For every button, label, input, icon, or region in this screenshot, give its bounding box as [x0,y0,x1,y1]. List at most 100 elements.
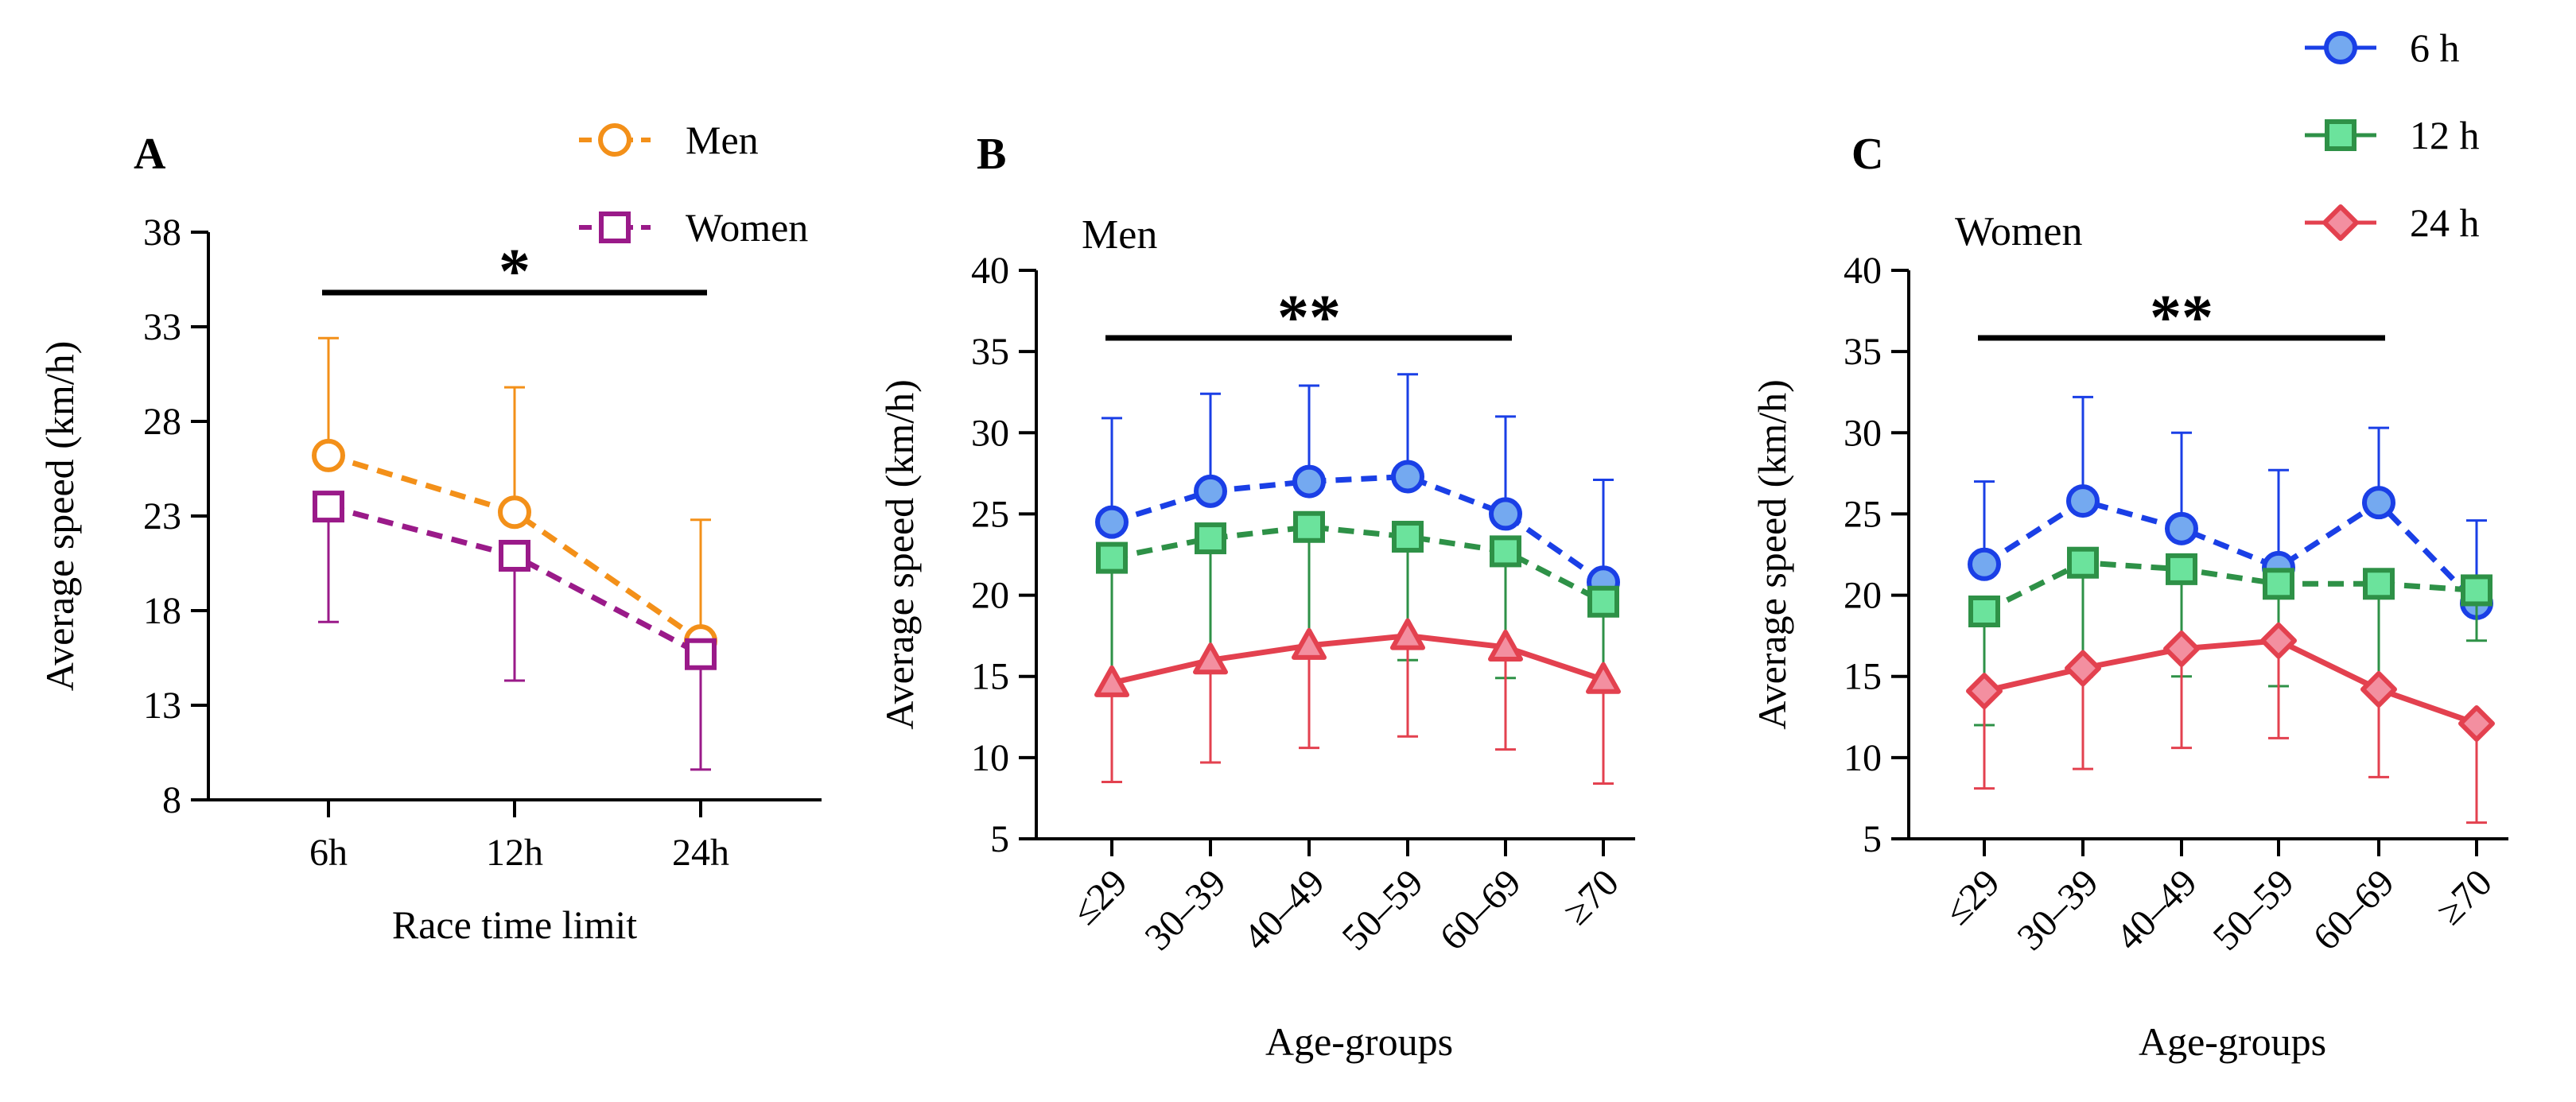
x-tick-label: ≤29 [1064,861,1136,933]
y-tick-label: 35 [971,331,1009,373]
x-tick-label: 24h [672,832,729,874]
x-tick-label: 60–69 [2305,861,2402,958]
data-point [1292,464,1326,499]
y-tick-label: 20 [971,575,1009,617]
legend-marker [2324,31,2357,64]
y-axis-title: Average speed (km/h) [877,379,922,730]
series-line [1983,498,2479,606]
legend-bc: 6 h 12 h 24 h [2305,25,2480,245]
data-point [499,539,530,572]
axes: 5 10 15 20 25 30 35 40 ≤29 30–39 40–49 50–59 60–69 ≥7… [971,250,1635,959]
x-axis-title: Age-groups [2139,1019,2326,1064]
legend-marker [2322,204,2359,241]
y-tick-label: 25 [1844,493,1882,535]
series-line [1983,638,2478,727]
data-point [1490,535,1521,568]
series-line [1111,524,1605,604]
panel-b: B Men 5 10 15 20 25 30 35 40 ≤29 30–39 40–49 50–59 60–… [877,130,1635,1064]
y-tick-label: 40 [1844,250,1882,292]
y-tick-label: 30 [971,412,1009,454]
y-tick-label: 15 [971,656,1009,698]
series-24-h [1966,622,2495,825]
panel-subtitle: Men [1082,212,1157,258]
y-tick-label: 30 [1844,412,1882,454]
data-point [2362,486,2395,520]
data-point [2260,622,2297,659]
legend-item-24-h: 24 h [2305,200,2480,245]
data-point [1094,665,1129,697]
series-12-h [1968,546,2492,727]
x-tick-label: 40–49 [1235,861,1332,958]
data-point [1390,618,1425,650]
legend-marker [599,211,631,243]
data-point [1966,673,2003,710]
y-tick-label: 25 [971,493,1009,535]
y-tick-label: 38 [143,211,181,254]
x-tick-label: 60–69 [1432,861,1529,958]
panel-c: C Women 5 10 15 20 25 30 35 40 ≤29 30–39 40–49 50–59 6… [1750,130,2508,1064]
x-tick-label: 30–39 [1136,861,1234,958]
series-line [1983,560,2477,615]
y-tick-label: 8 [162,779,181,821]
data-point [1391,460,1424,494]
x-tick-label: 50–59 [2205,861,2302,958]
data-point [2360,671,2397,708]
data-point [2065,650,2101,687]
legend-item-men: Men [579,118,759,162]
x-tick-label: ≥70 [2429,861,2500,933]
data-point [2066,484,2100,518]
data-point [2461,574,2492,607]
data-point [2165,511,2198,545]
data-point [2263,568,2294,600]
data-point [313,491,344,523]
y-tick-label: 20 [1844,575,1882,617]
data-point [2458,704,2495,742]
panel-letter: B [977,130,1006,179]
y-tick-label: 28 [143,401,181,443]
axes: 5 10 15 20 25 30 35 40 ≤29 30–39 40–49 50–59 60–69 ≥7… [1844,250,2508,959]
legend-item-women: Women [579,205,808,250]
y-tick-label: 5 [990,818,1009,860]
panel-letter: A [134,130,166,179]
data-point [312,438,345,472]
series-men [312,336,717,658]
x-tick-label: 6h [309,832,348,874]
data-point [685,638,717,670]
data-point [1392,521,1424,553]
data-point [1968,547,2001,581]
panel-letter: C [1851,130,1883,179]
legend-item-12-h: 12 h [2305,113,2480,157]
axes: 8 13 18 23 28 33 38 6h 12h 24h [143,211,822,874]
y-tick-label: 13 [143,685,181,727]
x-tick-label: ≤29 [1937,861,2008,933]
x-tick-label: 50–59 [1334,861,1431,958]
x-tick-label: 12h [486,832,543,874]
series-line [1111,633,1605,686]
legend-marker [598,123,631,157]
data-point [1193,642,1228,675]
panel-a: A 8 13 18 23 28 33 38 6h 12h 24h Average speed (km/… [37,130,822,947]
data-point [1095,505,1129,539]
legend-label: 12 h [2410,113,2480,157]
legend-label: Women [686,205,808,250]
series-line [327,452,702,643]
y-axis-title: Average speed (km/h) [37,341,82,692]
x-axis-title: Age-groups [1265,1019,1453,1064]
data-point [498,495,531,530]
data-point [1489,497,1522,531]
data-point [1096,541,1128,574]
panel-subtitle: Women [1955,209,2082,254]
data-point [2166,553,2197,585]
legend-item-6-h: 6 h [2305,25,2460,70]
x-tick-label: 40–49 [2108,861,2205,958]
y-tick-label: 18 [143,590,181,632]
y-tick-label: 15 [1844,656,1882,698]
y-tick-label: 35 [1844,331,1882,373]
data-point [2067,546,2099,579]
series-6-h [1095,373,1620,600]
y-axis-title: Average speed (km/h) [1750,379,1794,730]
y-tick-label: 5 [1863,818,1882,860]
x-axis-title: Race time limit [392,902,637,947]
y-tick-label: 40 [971,250,1009,292]
